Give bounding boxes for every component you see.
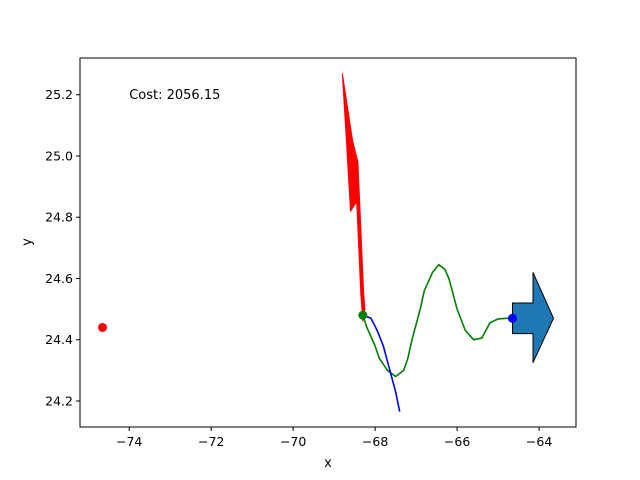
y-tick-label: 25.2 bbox=[45, 87, 73, 102]
x-axis-label: x bbox=[324, 456, 332, 471]
x-tick-label: −74 bbox=[116, 434, 142, 449]
y-tick-label: 24.6 bbox=[45, 271, 73, 286]
x-tick-label: −70 bbox=[280, 434, 306, 449]
series-green-path bbox=[362, 263, 515, 378]
marker-goal-marker bbox=[507, 313, 517, 323]
plot-content bbox=[98, 73, 555, 412]
y-axis-ticks: 24.2 24.4 24.6 24.8 25.0 25.2 bbox=[45, 87, 80, 408]
plot-frame bbox=[79, 57, 577, 428]
x-tick-label: −68 bbox=[362, 434, 388, 449]
x-axis-ticks: −74 −72 −70 −68 −66 −64 bbox=[116, 427, 552, 449]
x-tick-label: −72 bbox=[198, 434, 224, 449]
y-axis-label: y bbox=[20, 238, 35, 246]
x-tick-label: −66 bbox=[444, 434, 470, 449]
series-blue-path bbox=[362, 314, 401, 412]
y-tick-label: 24.4 bbox=[45, 332, 73, 347]
y-tick-label: 25.0 bbox=[45, 148, 73, 163]
marker-start-marker bbox=[358, 310, 368, 320]
marker-red-marker bbox=[98, 322, 108, 332]
shape-red-shape bbox=[341, 73, 366, 322]
shape-blue-arrow-fill bbox=[512, 272, 555, 363]
y-tick-label: 24.8 bbox=[45, 210, 73, 225]
x-tick-label: −64 bbox=[526, 434, 552, 449]
cost-annotation: Cost: 2056.15 bbox=[129, 88, 220, 103]
y-tick-label: 24.2 bbox=[45, 393, 73, 408]
